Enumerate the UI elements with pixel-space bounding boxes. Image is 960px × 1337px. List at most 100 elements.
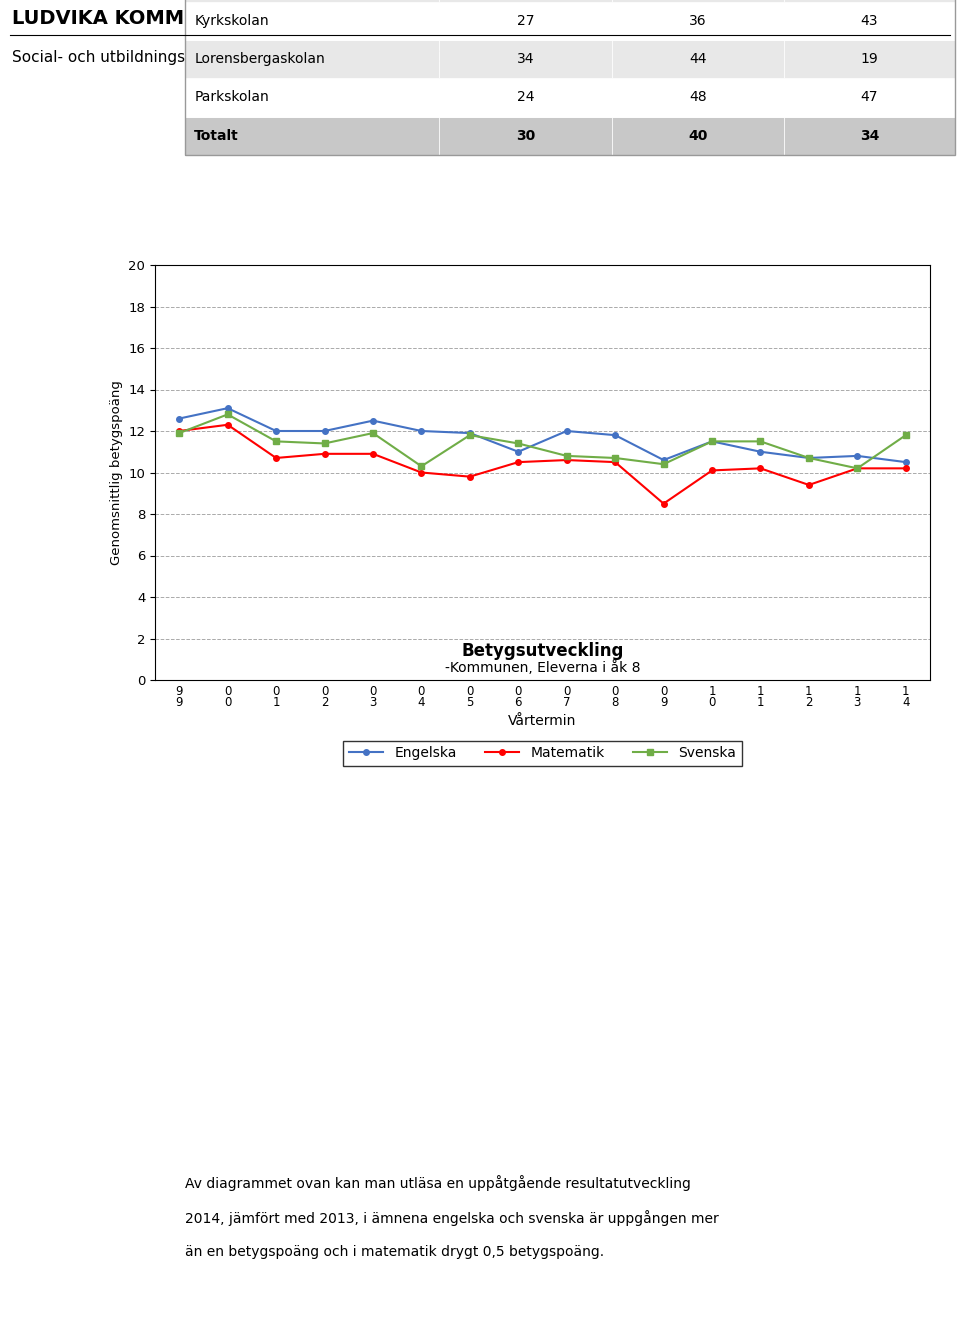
Text: 34: 34	[860, 128, 879, 143]
Matematik	[222, 417, 233, 433]
Engelska	[319, 422, 330, 439]
Text: 30: 30	[516, 128, 536, 143]
Text: 27: 27	[517, 13, 535, 28]
Line: Engelska: Engelska	[177, 405, 908, 465]
FancyBboxPatch shape	[612, 1, 784, 40]
FancyBboxPatch shape	[612, 79, 784, 116]
Text: 48: 48	[689, 91, 707, 104]
FancyBboxPatch shape	[439, 1, 612, 40]
Text: 2014-10-14: 2014-10-14	[370, 49, 458, 66]
Matematik	[416, 464, 427, 480]
Matematik	[755, 460, 766, 476]
Svenska	[707, 433, 718, 449]
Engelska	[658, 452, 669, 468]
FancyBboxPatch shape	[439, 79, 612, 116]
Text: Tabell 5:: Tabell 5:	[185, 471, 249, 483]
Engelska	[561, 422, 572, 439]
Matematik	[319, 445, 330, 461]
Text: Betygsutveckling: Betygsutveckling	[462, 642, 624, 660]
Text: -Kommunen, Eleverna i åk 8: -Kommunen, Eleverna i åk 8	[444, 660, 640, 675]
FancyBboxPatch shape	[185, 40, 439, 79]
Text: 2014, jämfört med 2013, i ämnena engelska och svenska är uppgången mer: 2014, jämfört med 2013, i ämnena engelsk…	[185, 1210, 719, 1226]
Svenska	[222, 406, 233, 422]
Svenska	[174, 425, 185, 441]
Text: 34: 34	[517, 52, 535, 66]
Svenska	[319, 436, 330, 452]
Matematik	[513, 455, 524, 471]
Matematik	[900, 460, 912, 476]
Engelska	[271, 422, 282, 439]
Svenska	[416, 459, 427, 475]
Svenska	[852, 460, 863, 476]
Text: än en betygspoäng och i matematik drygt 0,5 betygspoäng.: än en betygspoäng och i matematik drygt …	[185, 1245, 604, 1259]
FancyBboxPatch shape	[784, 40, 955, 79]
FancyBboxPatch shape	[612, 40, 784, 79]
Text: Social- och utbildningsförvaltningen: Social- och utbildningsförvaltningen	[12, 49, 287, 66]
Matematik	[271, 451, 282, 467]
Svenska	[610, 451, 621, 467]
Engelska	[464, 425, 475, 441]
Matematik	[804, 477, 815, 493]
Matematik	[464, 469, 475, 485]
Svenska	[368, 425, 379, 441]
Line: Svenska: Svenska	[177, 412, 908, 471]
Y-axis label: Genomsnittlig betygspoäng: Genomsnittlig betygspoäng	[109, 380, 123, 566]
Engelska	[513, 444, 524, 460]
Engelska	[804, 451, 815, 467]
Svenska	[900, 427, 912, 443]
Svenska	[271, 433, 282, 449]
Text: ** Endast sex elever redovisas inte på skolenhetsnivå.: ** Endast sex elever redovisas inte på s…	[185, 545, 553, 560]
Matematik	[658, 496, 669, 512]
Matematik	[174, 422, 185, 439]
Text: Betygsutveckling 1999- 2014 och betygsfördelning våren 2014, i: Betygsutveckling 1999- 2014 och betygsfö…	[185, 595, 793, 615]
FancyBboxPatch shape	[784, 0, 955, 1]
FancyBboxPatch shape	[612, 116, 784, 155]
FancyBboxPatch shape	[185, 116, 439, 155]
Text: Totalt: Totalt	[194, 128, 239, 143]
Legend: Engelska, Matematik, Svenska: Engelska, Matematik, Svenska	[343, 741, 742, 766]
FancyBboxPatch shape	[784, 79, 955, 116]
Matematik	[368, 445, 379, 461]
Text: * Endast tre elever, redovisas inte på skolenhetsnivå.: * Endast tre elever, redovisas inte på s…	[185, 521, 550, 536]
Svenska	[561, 448, 572, 464]
X-axis label: Vårtermin: Vårtermin	[508, 714, 577, 727]
FancyBboxPatch shape	[439, 116, 612, 155]
Engelska	[368, 413, 379, 429]
Svenska	[755, 433, 766, 449]
Text: 11 (16): 11 (16)	[883, 9, 948, 28]
Text: Av diagrammet ovan kan man utläsa en uppåtgående resultatutveckling: Av diagrammet ovan kan man utläsa en upp…	[185, 1175, 691, 1191]
Svenska	[658, 456, 669, 472]
Svenska	[804, 451, 815, 467]
FancyBboxPatch shape	[439, 0, 612, 1]
Engelska	[174, 410, 185, 427]
FancyBboxPatch shape	[185, 1, 439, 40]
Text: 24: 24	[517, 91, 535, 104]
FancyBboxPatch shape	[439, 40, 612, 79]
FancyBboxPatch shape	[612, 0, 784, 1]
Matematik	[707, 463, 718, 479]
FancyBboxPatch shape	[185, 0, 439, 1]
Text: LUDVIKA KOMMUN: LUDVIKA KOMMUN	[12, 9, 216, 28]
Text: 19: 19	[861, 52, 878, 66]
Text: Kyrkskolan: Kyrkskolan	[194, 13, 269, 28]
Matematik	[610, 455, 621, 471]
Matematik	[561, 452, 572, 468]
Engelska	[416, 422, 427, 439]
Text: 40: 40	[688, 128, 708, 143]
Text: Parkskolan: Parkskolan	[194, 91, 269, 104]
Text: engelska, matematik och svenska, årskurs 8: engelska, matematik och svenska, årskurs…	[185, 635, 602, 655]
Engelska	[755, 444, 766, 460]
FancyBboxPatch shape	[784, 116, 955, 155]
Text: 43: 43	[861, 13, 878, 28]
Text: Lorensbergaskolan: Lorensbergaskolan	[194, 52, 325, 66]
Engelska	[900, 455, 912, 471]
Text: 47: 47	[861, 91, 878, 104]
Matematik	[852, 460, 863, 476]
FancyBboxPatch shape	[185, 79, 439, 116]
Line: Matematik: Matematik	[177, 422, 908, 507]
Text: - 2014: - 2014	[185, 497, 228, 511]
Svenska	[464, 427, 475, 443]
Engelska	[707, 433, 718, 449]
Engelska	[852, 448, 863, 464]
Text: 44: 44	[689, 52, 707, 66]
